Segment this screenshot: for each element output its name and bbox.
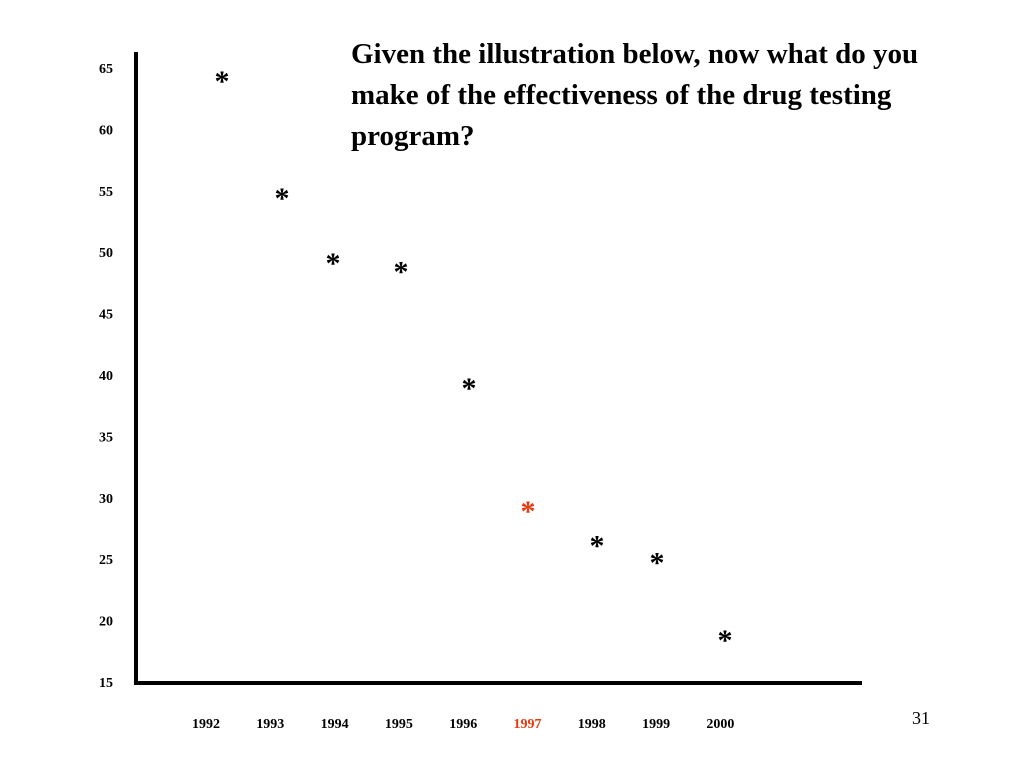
y-tick-label: 55 — [99, 185, 113, 200]
x-tick-label: 1996 — [449, 717, 477, 732]
x-tick-label: 2000 — [706, 717, 734, 732]
x-axis-tick-labels: 1992 1993 1994 1995 1996 1997 1998 1999 2000 — [192, 717, 734, 732]
data-point-marker: * — [394, 255, 409, 288]
data-point-marker: * — [326, 247, 341, 280]
y-tick-label: 40 — [99, 369, 113, 384]
y-tick-label: 35 — [99, 430, 113, 445]
data-point-marker: * — [650, 547, 665, 580]
y-tick-label: 60 — [99, 123, 113, 138]
data-point-marker: * — [462, 372, 477, 405]
y-tick-label: 65 — [99, 62, 113, 77]
y-tick-label: 30 — [99, 492, 113, 507]
y-tick-label: 50 — [99, 246, 113, 261]
data-point-marker: * — [590, 529, 605, 562]
y-axis-tick-labels: 15 20 25 30 35 40 45 50 55 60 65 — [99, 62, 113, 691]
data-markers: * * * * * * * * * — [215, 65, 733, 657]
y-tick-label: 45 — [99, 308, 113, 323]
x-tick-label: 1995 — [385, 717, 413, 732]
y-tick-label: 15 — [99, 676, 113, 691]
data-point-marker: * — [275, 182, 290, 215]
x-tick-label: 1994 — [321, 717, 349, 732]
data-point-marker: * — [718, 624, 733, 657]
data-point-marker: * — [215, 65, 230, 98]
x-tick-label: 1999 — [642, 717, 670, 732]
x-tick-label: 1998 — [578, 717, 606, 732]
y-tick-label: 25 — [99, 553, 113, 568]
slide-title: Given the illustration below, now what d… — [351, 38, 919, 152]
x-tick-label: 1997 — [514, 717, 542, 732]
x-tick-label: 1993 — [256, 717, 284, 732]
data-point-marker: * — [521, 495, 536, 528]
y-tick-label: 20 — [99, 615, 113, 630]
slide-number: 31 — [912, 708, 930, 728]
x-tick-label: 1992 — [192, 717, 220, 732]
